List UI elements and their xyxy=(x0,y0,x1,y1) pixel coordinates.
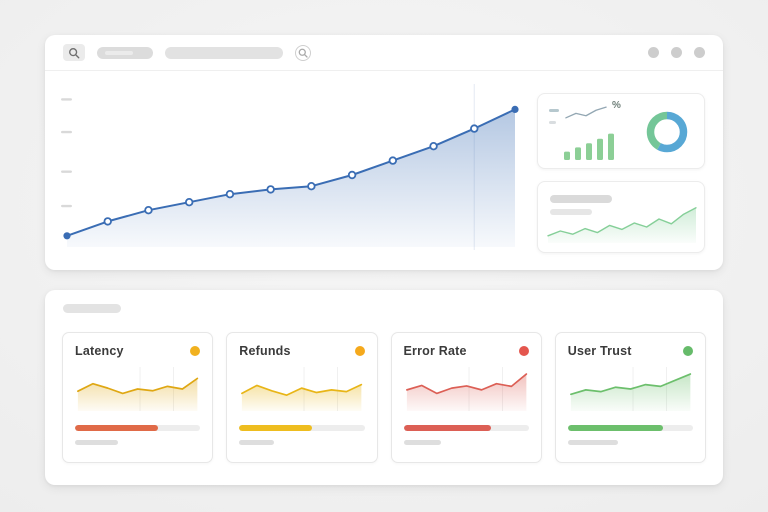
kpi-sparkline-chart xyxy=(565,106,607,119)
metric-label: User Trust xyxy=(567,344,632,358)
progress-track xyxy=(75,425,201,431)
summary-area-chart xyxy=(547,207,697,243)
magnifier-icon xyxy=(298,48,308,58)
text-placeholder xyxy=(567,440,618,445)
text-placeholder xyxy=(550,209,592,215)
progress-fill xyxy=(567,425,663,431)
progress-track xyxy=(567,425,693,431)
window-controls xyxy=(648,47,705,58)
kpi-bar-chart xyxy=(564,133,614,160)
legend-dash xyxy=(549,121,556,124)
nav-pill[interactable] xyxy=(97,46,153,59)
progress-fill xyxy=(239,425,312,431)
window-dot[interactable] xyxy=(648,47,659,58)
search-round-button[interactable] xyxy=(295,44,311,61)
status-dot xyxy=(518,346,529,356)
metric-row: Latency Refunds Error Rate xyxy=(62,332,706,463)
progress-track xyxy=(403,425,529,431)
percent-label: % xyxy=(612,100,621,111)
address-pill[interactable] xyxy=(165,46,283,59)
text-placeholder xyxy=(75,440,118,445)
metric-header: Refunds xyxy=(239,344,365,358)
metric-card-user-trust[interactable]: User Trust xyxy=(554,332,706,463)
section-title-placeholder xyxy=(63,304,121,313)
pill-text-placeholder xyxy=(105,50,133,55)
legend-dash xyxy=(549,109,559,112)
toolbar xyxy=(45,35,723,71)
status-dot xyxy=(354,346,365,356)
metric-label: Refunds xyxy=(239,344,291,358)
search-icon xyxy=(69,47,80,58)
metrics-panel: Latency Refunds Error Rate xyxy=(45,290,723,485)
text-placeholder xyxy=(403,440,442,445)
text-placeholder xyxy=(550,195,612,203)
metric-sparkline-chart xyxy=(241,367,363,411)
status-dot xyxy=(683,346,693,356)
metric-card-latency[interactable]: Latency xyxy=(62,332,214,463)
status-dot xyxy=(190,346,201,356)
metric-card-refunds[interactable]: Refunds xyxy=(226,332,378,463)
metric-card-error-rate[interactable]: Error Rate xyxy=(390,332,542,463)
analytics-window: % xyxy=(45,35,723,270)
window-dot[interactable] xyxy=(671,47,682,58)
text-placeholder xyxy=(239,440,275,445)
window-dot[interactable] xyxy=(694,47,705,58)
progress-fill xyxy=(75,425,158,431)
progress-track xyxy=(239,425,365,431)
metric-sparkline-chart xyxy=(77,367,199,411)
metric-label: Error Rate xyxy=(403,344,467,358)
metric-header: Error Rate xyxy=(404,344,529,358)
kpi-summary-card[interactable]: % xyxy=(537,93,705,169)
main-trend-chart xyxy=(61,81,521,253)
metric-header: Latency xyxy=(75,344,201,358)
metric-sparkline-chart xyxy=(569,367,691,411)
main-trend-line-chart xyxy=(61,84,519,250)
kpi-donut-chart xyxy=(646,111,688,153)
metric-sparkline-chart xyxy=(405,367,527,411)
metric-header: User Trust xyxy=(568,344,693,358)
search-box-button[interactable] xyxy=(63,44,85,61)
metric-label: Latency xyxy=(75,344,124,358)
progress-fill xyxy=(403,425,492,431)
trend-summary-card[interactable] xyxy=(537,181,705,253)
